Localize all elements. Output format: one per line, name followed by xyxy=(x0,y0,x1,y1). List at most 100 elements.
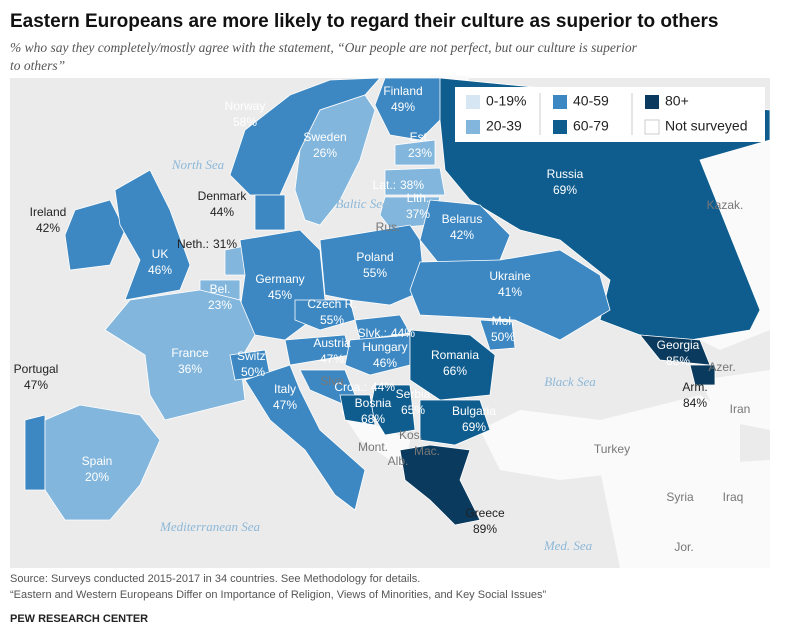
sea-label: Med. Sea xyxy=(543,538,593,553)
value-label: 46% xyxy=(373,356,397,370)
country-name: Bulgaria xyxy=(452,404,496,418)
value-label: 47% xyxy=(320,352,344,366)
country xyxy=(419,399,491,446)
place-label: Syria xyxy=(666,490,694,504)
legend-swatch xyxy=(645,95,659,109)
land xyxy=(340,410,410,470)
subtitle: to others” xyxy=(10,58,65,73)
title: Eastern Europeans are more likely to reg… xyxy=(10,11,719,32)
country xyxy=(479,319,516,351)
country-name: Mol. xyxy=(492,314,515,328)
country xyxy=(64,199,126,271)
country-name: Romania xyxy=(431,348,479,362)
legend-label: 40-59 xyxy=(573,93,609,109)
legend-swatch xyxy=(644,119,660,135)
land xyxy=(480,395,740,480)
country-name: Lith. xyxy=(407,191,430,205)
value-label: 55% xyxy=(320,313,344,327)
country-name: Norway xyxy=(225,99,266,113)
country-name: Est. xyxy=(410,130,431,144)
country-name: Greece xyxy=(465,506,505,520)
place-label: Jor. xyxy=(674,540,693,554)
place-label: Kos. xyxy=(399,428,423,442)
country-name: Portugal xyxy=(14,362,59,376)
value-label: 42% xyxy=(450,228,474,242)
legend-label: 60-79 xyxy=(573,118,609,134)
brand: PEW RESEARCH CENTER xyxy=(10,613,148,625)
country xyxy=(409,329,496,401)
country-name: UK xyxy=(152,247,169,261)
country-name: Germany xyxy=(255,272,304,286)
country xyxy=(689,364,716,386)
value-label: 49% xyxy=(391,100,415,114)
country-name: Arm. xyxy=(682,380,707,394)
value-label: 37% xyxy=(406,207,430,221)
legend-box xyxy=(455,87,765,142)
country-name: Slvk.: xyxy=(358,326,387,340)
country xyxy=(394,139,436,166)
country xyxy=(254,194,286,231)
value-label: 55% xyxy=(363,266,387,280)
legend-label: Not surveyed xyxy=(665,118,747,134)
value-label: 26% xyxy=(313,146,337,160)
country xyxy=(24,414,46,491)
place-label: Alb. xyxy=(388,454,409,468)
value-label: 38% xyxy=(400,178,424,192)
subtitle: % who say they completely/mostly agree w… xyxy=(10,40,638,55)
value-label: 47% xyxy=(24,378,48,392)
value-label: 45% xyxy=(268,288,292,302)
value-label: 20% xyxy=(85,470,109,484)
value-label: 41% xyxy=(498,285,522,299)
value-label: 23% xyxy=(408,146,432,160)
value-label: 84% xyxy=(683,396,707,410)
value-label: 31% xyxy=(213,237,237,251)
legend-swatch xyxy=(553,95,567,109)
country-name: Lat.: xyxy=(373,178,396,192)
country-name: Russia xyxy=(547,167,584,181)
legend-label: 0-19% xyxy=(486,93,526,109)
sea-label: Black Sea xyxy=(544,374,596,389)
place-label: Turkey xyxy=(594,442,630,456)
country-name: Finland xyxy=(383,84,422,98)
country-name: Italy xyxy=(274,382,296,396)
country-name: Neth.: xyxy=(177,237,209,251)
legend-swatch xyxy=(553,120,567,134)
value-label: 68% xyxy=(361,412,385,426)
value-label: 65% xyxy=(401,403,425,417)
land xyxy=(700,370,770,430)
country xyxy=(409,249,611,341)
place-label: Iraq xyxy=(723,490,744,504)
legend-swatch xyxy=(466,120,480,134)
place-label: Rus. xyxy=(376,220,401,234)
land xyxy=(600,460,770,568)
country xyxy=(374,77,446,141)
country-name: Serbia xyxy=(396,387,431,401)
country-name: France xyxy=(171,346,209,360)
place-label: Iran xyxy=(730,402,751,416)
country xyxy=(439,77,771,341)
value-label: 44% xyxy=(210,205,234,219)
country-name: Ukraine xyxy=(489,269,531,283)
value-label: 58% xyxy=(233,115,257,129)
value-label: 66% xyxy=(443,364,467,378)
value-label: 69% xyxy=(462,420,486,434)
country xyxy=(344,334,411,376)
value-label: 50% xyxy=(491,330,515,344)
country xyxy=(319,224,426,306)
place-label: Slva xyxy=(320,374,344,388)
country xyxy=(339,394,376,426)
value-label: 50% xyxy=(241,365,265,379)
place-label: Mont. xyxy=(358,440,388,454)
country-name: Sweden xyxy=(303,130,346,144)
note: “Eastern and Western Europeans Differ on… xyxy=(10,589,547,601)
place-label: Mac. xyxy=(414,444,440,458)
value-label: 42% xyxy=(36,221,60,235)
country xyxy=(104,289,256,421)
country xyxy=(114,169,191,301)
legend-label: 80+ xyxy=(665,93,689,109)
country-name: Czech R. xyxy=(307,297,356,311)
value-label: 69% xyxy=(553,183,577,197)
value-label: 47% xyxy=(273,398,297,412)
legend-label: 20-39 xyxy=(486,118,522,134)
country-name: Denmark xyxy=(198,189,248,203)
